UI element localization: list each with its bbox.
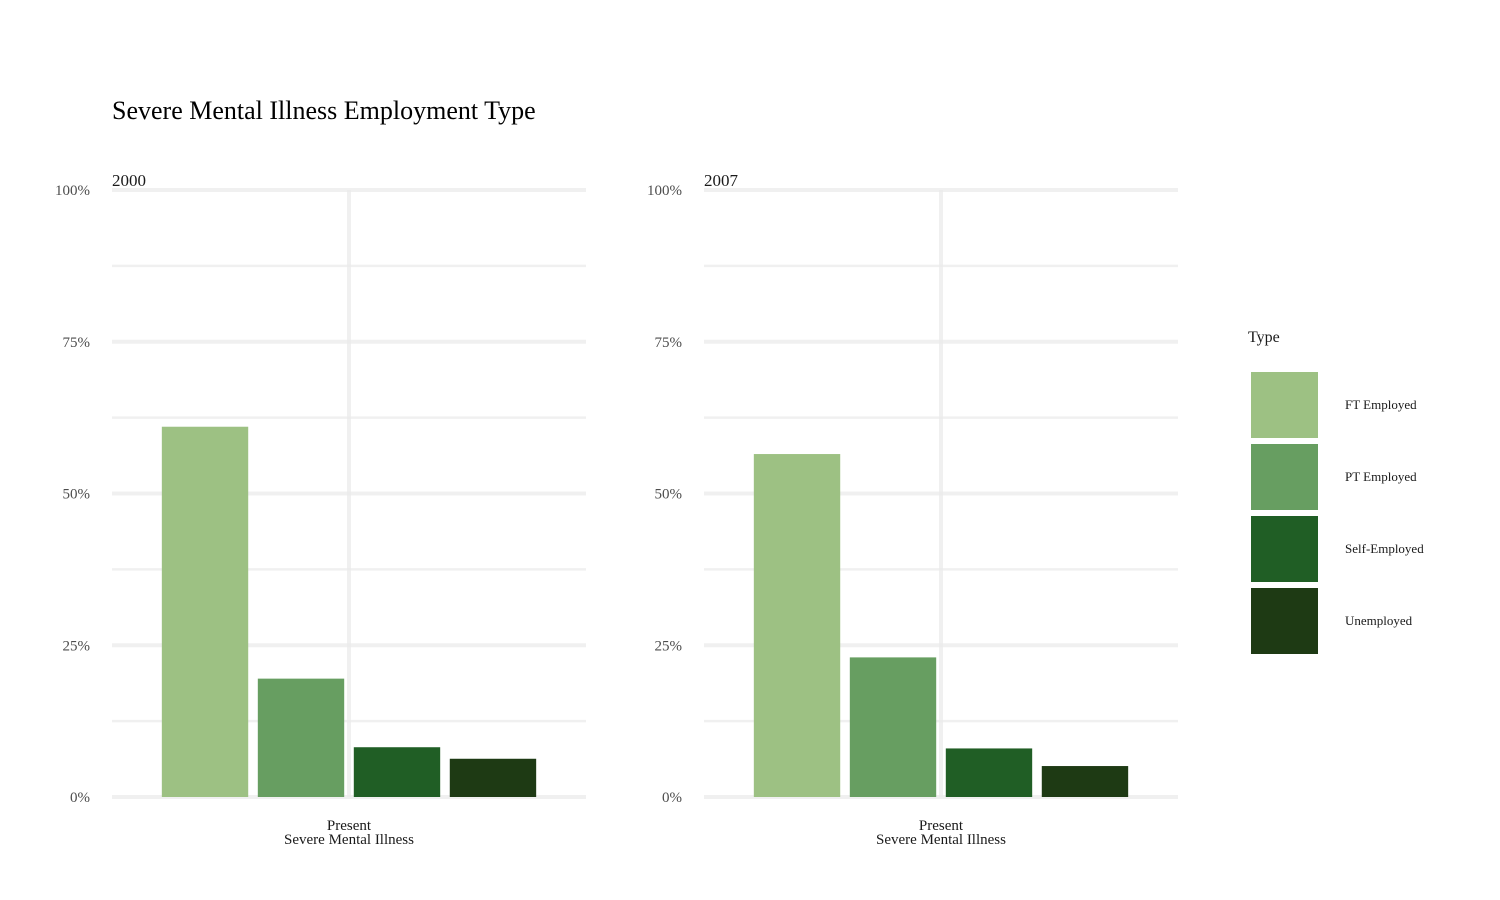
bar-pt-employed-2000 (257, 678, 345, 797)
x-axis-label: Severe Mental Illness (284, 832, 414, 848)
x-axis-label: Severe Mental Illness (876, 832, 1006, 848)
y-tick-label: 50% (63, 487, 91, 503)
bar-self-employed-2007 (945, 748, 1033, 797)
legend-label: Unemployed (1345, 613, 1413, 628)
legend-label: Self-Employed (1345, 541, 1424, 556)
y-tick-label: 100% (55, 183, 90, 199)
y-tick-label: 75% (63, 335, 91, 351)
legend-swatch (1251, 588, 1318, 654)
bar-ft-employed-2000 (161, 426, 249, 797)
bar-pt-employed-2007 (849, 657, 937, 797)
facet-label: 2007 (704, 171, 739, 190)
y-tick-label: 0% (70, 790, 90, 806)
y-tick-label: 25% (655, 638, 683, 654)
y-tick-label: 50% (655, 487, 683, 503)
legend-label: PT Employed (1345, 469, 1417, 484)
x-tick-label: Present (327, 818, 372, 834)
bar-unemployed-2000 (449, 758, 537, 797)
legend-title: Type (1248, 329, 1280, 346)
legend-swatch (1251, 372, 1318, 438)
legend-label: FT Employed (1345, 397, 1417, 412)
chart-title: Severe Mental Illness Employment Type (112, 96, 536, 125)
bar-unemployed-2007 (1041, 766, 1129, 797)
x-tick-label: Present (919, 818, 964, 834)
legend-swatch (1251, 444, 1318, 510)
facet-label: 2000 (112, 171, 146, 190)
y-tick-label: 100% (647, 183, 682, 199)
y-tick-label: 25% (63, 638, 91, 654)
bar-self-employed-2000 (353, 747, 441, 797)
y-tick-label: 75% (655, 335, 683, 351)
legend-swatch (1251, 516, 1318, 582)
y-tick-label: 0% (662, 790, 682, 806)
legend: Type FT Employed PT Employed Self-Employed… (1248, 329, 1424, 654)
bar-ft-employed-2007 (753, 454, 841, 797)
